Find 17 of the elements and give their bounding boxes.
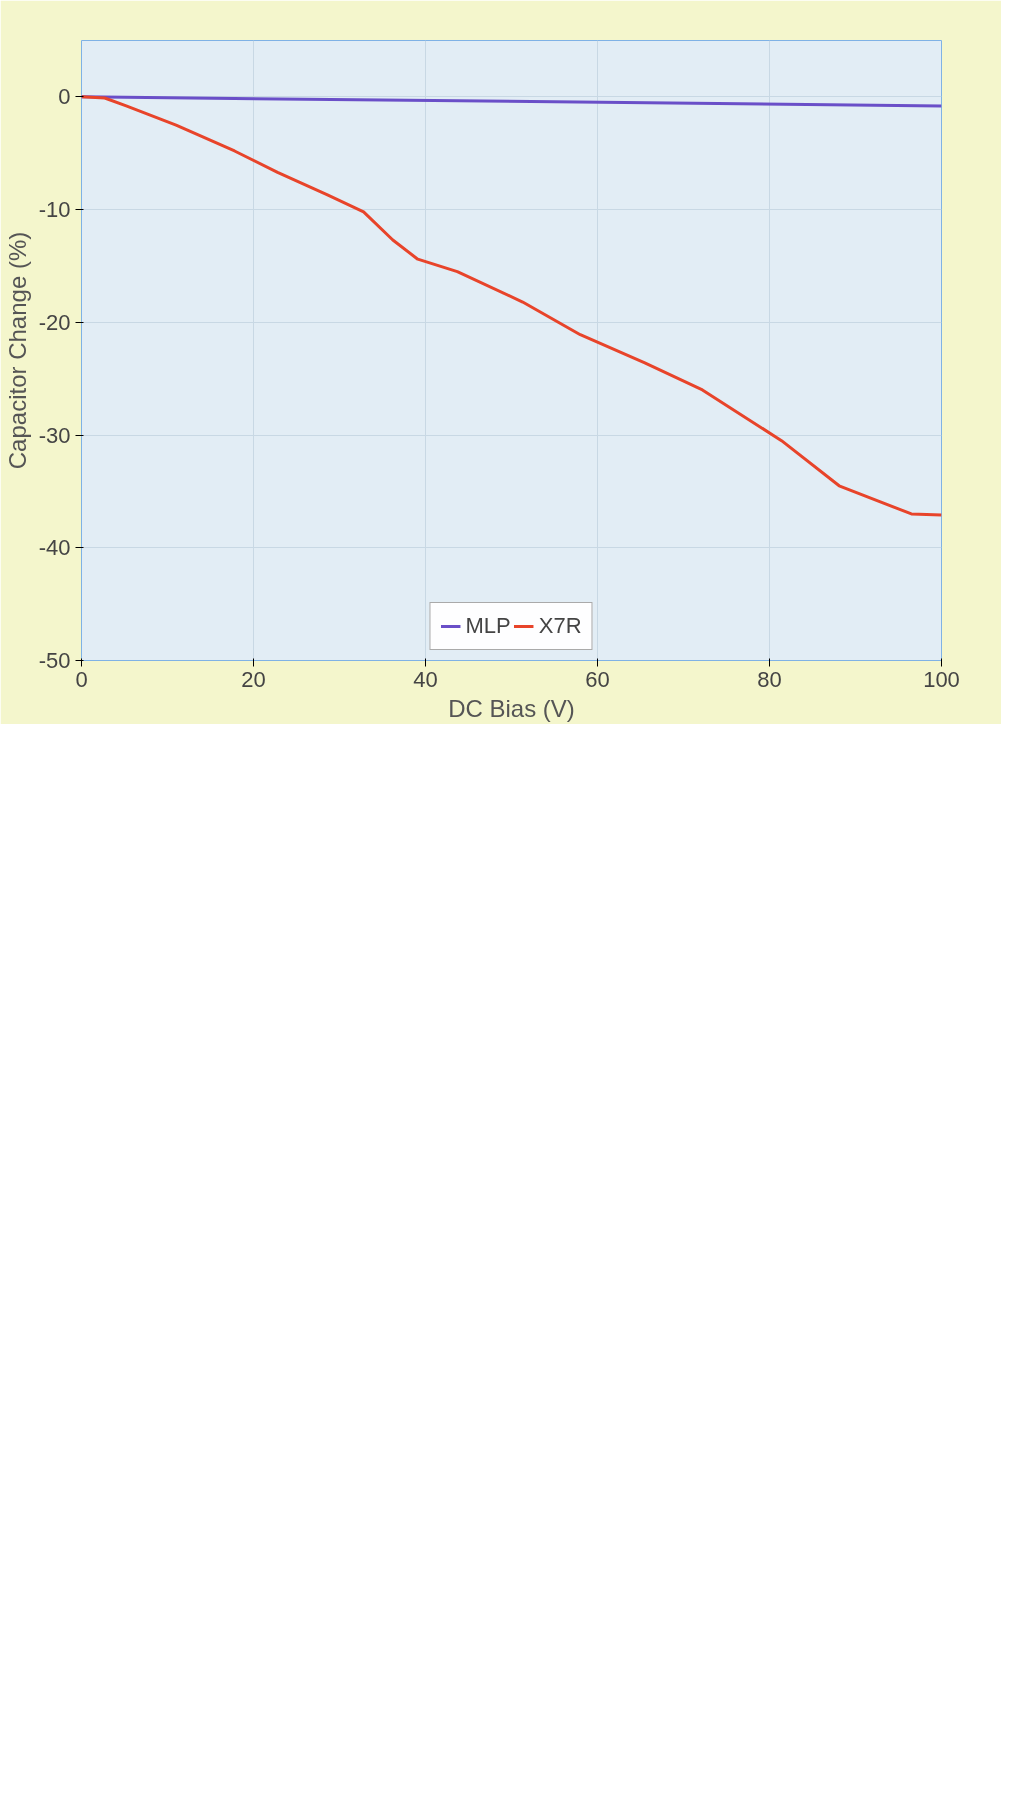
x-tick-label: 100 [923, 666, 960, 692]
y-tick-label: -10 [38, 197, 71, 223]
y-tick-label: -20 [38, 309, 71, 335]
y-tick-label: -40 [38, 535, 71, 561]
x-axis-title: DC Bias (V) [448, 694, 575, 722]
y-tick-label: -50 [38, 648, 71, 673]
x-tick-label: 0 [75, 666, 88, 692]
line-series [81, 95, 942, 517]
legend-label: MLP [465, 613, 511, 639]
y-tick-label: 0 [58, 84, 71, 110]
legend-label: X7R [538, 613, 582, 639]
x-tick-label: 80 [757, 666, 782, 692]
y-tick-label: -30 [38, 422, 71, 448]
x-tick-label: 60 [585, 666, 610, 692]
y-axis-title: Capacitor Change (%) [3, 231, 31, 470]
x-tick-label: 20 [241, 666, 266, 692]
x-tick-label: 40 [413, 666, 438, 692]
